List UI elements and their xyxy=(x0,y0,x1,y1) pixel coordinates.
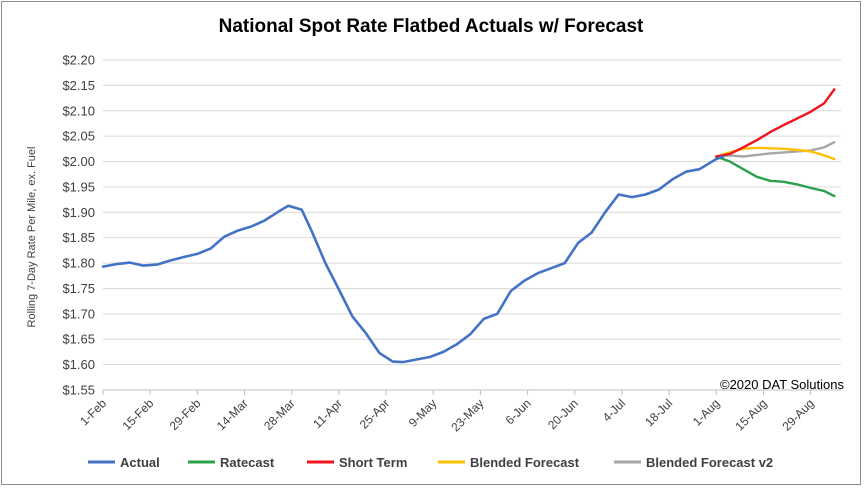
x-tick-label: 23-May xyxy=(448,396,486,434)
y-tick-label: $2.20 xyxy=(62,53,95,68)
y-tick-label: $2.00 xyxy=(62,154,95,169)
legend-label: Actual xyxy=(120,455,160,470)
x-tick-label: 15-Aug xyxy=(732,396,769,433)
x-tick-label: 18-Jul xyxy=(642,396,675,429)
x-tick-label: 11-Apr xyxy=(310,396,345,431)
series-line-short-term xyxy=(715,88,836,158)
copyright-note: ©2020 DAT Solutions xyxy=(720,377,845,392)
y-tick-label: $1.85 xyxy=(62,230,95,245)
x-tick-label: 29-Aug xyxy=(780,396,817,433)
legend-label: Blended Forecast v2 xyxy=(646,455,773,470)
x-tick-label: 1-Feb xyxy=(77,396,109,428)
legend-label: Blended Forecast xyxy=(470,455,580,470)
y-tick-label: $1.90 xyxy=(62,205,95,220)
y-tick-label: $1.75 xyxy=(62,281,95,296)
y-tick-label: $2.10 xyxy=(62,103,95,118)
chart-title: National Spot Rate Flatbed Actuals w/ Fo… xyxy=(219,16,644,37)
legend: Actual Ratecast Short Term Blended Forecast… xyxy=(88,455,773,470)
x-tick-label: 9-May xyxy=(406,396,439,429)
x-tick-label: 29-Feb xyxy=(167,396,204,433)
y-tick-label: $1.70 xyxy=(62,306,95,321)
x-tick-label: 6-Jun xyxy=(503,396,534,427)
y-tick-label: $2.05 xyxy=(62,129,95,144)
y-axis-label: Rolling 7-Day Rate Per Mile, ex. Fuel xyxy=(26,147,38,328)
legend-label: Ratecast xyxy=(220,455,275,470)
x-tick-label: 15-Feb xyxy=(120,396,157,433)
x-tick-label: 28-Mar xyxy=(261,396,298,433)
y-tick-label: $2.15 xyxy=(62,78,95,93)
x-tick-label: 20-Jun xyxy=(545,396,581,432)
series-line-ratecast xyxy=(715,155,836,198)
series-line-actual xyxy=(101,155,725,364)
x-tick-label: 25-Apr xyxy=(357,396,392,431)
y-tick-label: $1.65 xyxy=(62,332,95,347)
x-tick-label: 4-Jul xyxy=(600,396,628,424)
y-tick-label: $1.60 xyxy=(62,357,95,372)
x-axis-ticks: 1-Feb 15-Feb 29-Feb 14-Mar 28-Mar 11-Apr 25-Ap… xyxy=(77,390,817,434)
x-tick-label: 14-Mar xyxy=(214,396,251,433)
y-axis-ticks: $2.20 $2.15 $2.10 $2.05 $2.00 $1.95 $1.90 $1.85… xyxy=(62,53,95,398)
y-tick-label: $1.80 xyxy=(62,256,95,271)
x-tick-label: 1-Aug xyxy=(690,396,723,429)
gridlines xyxy=(103,59,841,391)
series-line-blended-forecast-v2 xyxy=(715,140,836,158)
y-tick-label: $1.55 xyxy=(62,383,95,398)
legend-label: Short Term xyxy=(339,455,407,470)
y-tick-label: $1.95 xyxy=(62,179,95,194)
series-lines xyxy=(101,88,836,364)
